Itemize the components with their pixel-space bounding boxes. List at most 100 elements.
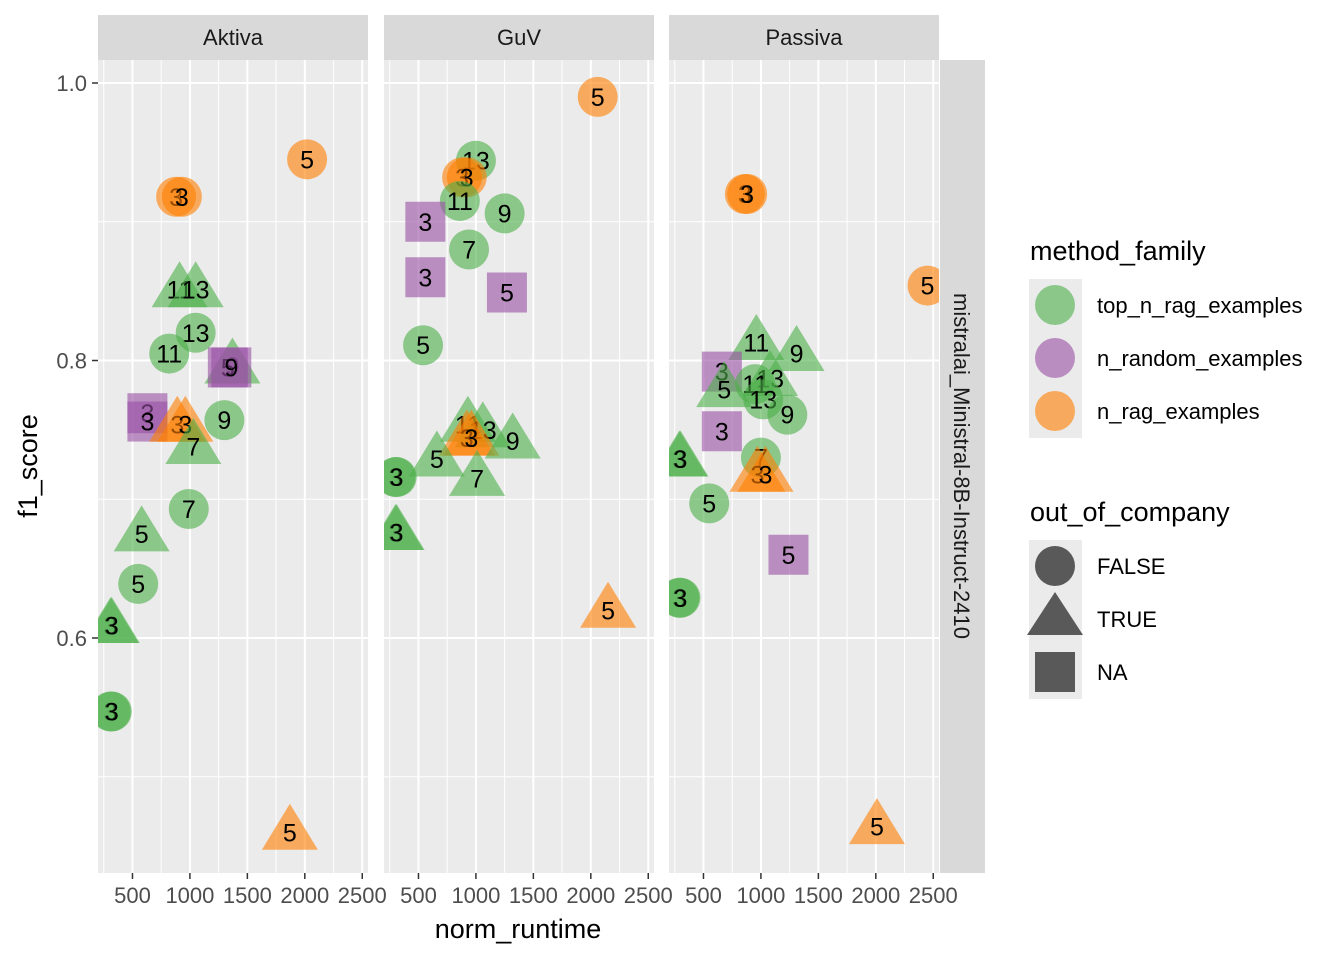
data-point: 9 bbox=[768, 325, 825, 372]
point-marker-square bbox=[211, 347, 252, 388]
facet-strip-label: GuV bbox=[497, 25, 541, 50]
point-label: 3 bbox=[759, 461, 773, 489]
point-marker-triangle bbox=[98, 596, 140, 643]
data-point: 5 bbox=[907, 265, 939, 306]
data-point: 11 bbox=[149, 333, 190, 374]
point-label: 7 bbox=[182, 496, 196, 524]
point-label: 5 bbox=[601, 597, 615, 625]
y-tick-label: 0.6 bbox=[56, 626, 87, 651]
data-point: 5 bbox=[577, 76, 618, 117]
point-label: 5 bbox=[591, 84, 605, 112]
x-axis-aktiva: 500 1000 1500 2000 2500 bbox=[114, 873, 387, 908]
point-label: 3 bbox=[418, 209, 432, 237]
row-strip-background bbox=[940, 60, 985, 873]
data-point: 3 bbox=[98, 596, 140, 643]
point-label: 9 bbox=[498, 200, 512, 228]
point-label: 5 bbox=[300, 146, 314, 174]
x-tick-label: 2500 bbox=[909, 883, 958, 908]
point-marker-triangle bbox=[484, 412, 541, 459]
point-label: 5 bbox=[921, 273, 935, 301]
data-point: 9 bbox=[767, 394, 808, 435]
point-marker-circle bbox=[149, 333, 190, 374]
data-point: 5 bbox=[580, 581, 637, 628]
x-tick-label: 2500 bbox=[338, 883, 387, 908]
y-tick-label: 0.8 bbox=[56, 349, 87, 374]
data-point: 5 bbox=[403, 325, 444, 366]
point-marker-circle bbox=[907, 265, 939, 306]
legend-shape-key: FALSE bbox=[1029, 540, 1165, 593]
point-label: 5 bbox=[702, 490, 716, 518]
point-label: 3 bbox=[674, 585, 688, 613]
point-marker-circle bbox=[484, 193, 525, 234]
legend-shape-triangle-icon bbox=[1027, 592, 1083, 635]
data-point: 5 bbox=[486, 272, 527, 313]
point-marker-square bbox=[486, 272, 527, 313]
data-point: 5 bbox=[261, 803, 318, 850]
data-point: 5 bbox=[408, 430, 465, 477]
legend-color-key: n_rag_examples bbox=[1029, 385, 1260, 438]
legend-shape-title: out_of_company bbox=[1030, 497, 1230, 527]
point-label: 3 bbox=[740, 181, 754, 209]
point-label: 5 bbox=[500, 280, 514, 308]
point-marker-triangle bbox=[449, 449, 506, 496]
row-strip-label: mistralai_Ministral-8B-Instruct-2410 bbox=[949, 293, 974, 639]
legend: method_family top_n_rag_examples n_random… bbox=[1027, 236, 1302, 699]
point-label: 3 bbox=[105, 699, 119, 727]
point-marker-circle bbox=[403, 325, 444, 366]
legend-shape-label: NA bbox=[1097, 660, 1128, 685]
point-marker-circle bbox=[689, 483, 730, 524]
point-label: 3 bbox=[674, 446, 688, 474]
point-label: 3 bbox=[390, 464, 404, 492]
data-point: 5 bbox=[696, 361, 753, 408]
legend-shape-keys: FALSE TRUE NA bbox=[1027, 540, 1165, 699]
x-tick-label: 1500 bbox=[794, 883, 843, 908]
point-label: 3 bbox=[390, 520, 404, 548]
y-axis: 0.6 0.8 1.0 bbox=[56, 71, 98, 651]
point-marker-circle bbox=[287, 139, 328, 180]
point-label: 3 bbox=[715, 418, 729, 446]
data-point: 3 bbox=[443, 409, 500, 456]
point-label: 7 bbox=[470, 465, 484, 493]
x-tick-label: 2500 bbox=[624, 883, 673, 908]
point-label: 3 bbox=[418, 264, 432, 292]
point-marker-circle bbox=[669, 577, 701, 618]
point-marker-square bbox=[405, 201, 446, 242]
point-label: 11 bbox=[156, 341, 182, 369]
data-point: 3 bbox=[737, 445, 794, 492]
data-point: 5 bbox=[118, 563, 159, 604]
data-point: 3 bbox=[701, 411, 742, 452]
point-marker-circle bbox=[727, 174, 768, 214]
legend-color-label: n_rag_examples bbox=[1097, 399, 1260, 424]
panel-guv: GuV513331193735511133395337335 bbox=[384, 15, 654, 873]
panel-aktiva: Aktiva5331113131195993333775533335 bbox=[98, 15, 368, 873]
point-label: 9 bbox=[506, 428, 520, 456]
data-point: 5 bbox=[768, 534, 809, 575]
x-tick-label: 2000 bbox=[280, 883, 329, 908]
facet-strip-background bbox=[669, 15, 939, 60]
legend-shape-square-icon bbox=[1035, 652, 1075, 692]
point-marker-triangle bbox=[167, 261, 224, 308]
point-marker-circle bbox=[439, 180, 480, 221]
point-marker-square bbox=[405, 257, 446, 298]
x-axis-guv: 500 1000 1500 2000 2500 bbox=[400, 873, 673, 908]
x-tick-label: 2000 bbox=[851, 883, 900, 908]
legend-color-swatch bbox=[1035, 338, 1075, 378]
data-point: 3 bbox=[98, 691, 132, 732]
legend-color-swatch bbox=[1035, 285, 1075, 325]
point-marker-triangle bbox=[408, 430, 465, 477]
point-marker-circle bbox=[577, 76, 618, 117]
data-point: 7 bbox=[449, 449, 506, 496]
point-marker-circle bbox=[384, 457, 417, 498]
point-label: 13 bbox=[182, 277, 210, 305]
point-label: 9 bbox=[790, 341, 804, 369]
point-label: 5 bbox=[416, 332, 430, 360]
x-tick-label: 1500 bbox=[223, 883, 272, 908]
point-marker-triangle bbox=[696, 361, 753, 408]
point-label: 5 bbox=[782, 542, 796, 570]
panel-background bbox=[98, 60, 368, 873]
point-marker-square bbox=[701, 411, 742, 452]
point-label: 3 bbox=[464, 425, 478, 453]
points: 513331193735511133395337335 bbox=[384, 76, 637, 628]
data-point: 5 bbox=[689, 483, 730, 524]
